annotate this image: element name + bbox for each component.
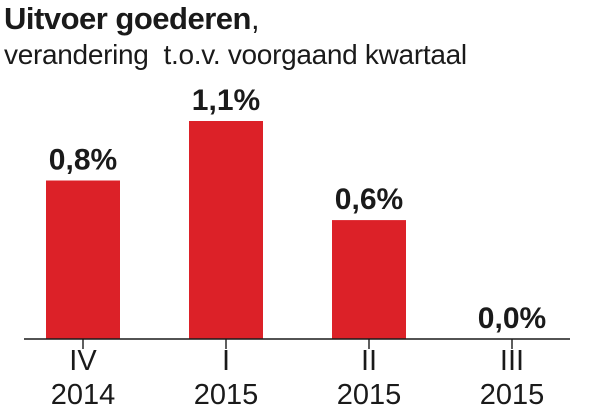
chart-title: Uitvoer goederen, (4, 0, 589, 38)
bar-value-label: 0,6% (335, 183, 403, 216)
bar (332, 220, 406, 339)
chart-title-suffix: , (250, 1, 260, 36)
bar (189, 121, 263, 339)
bar-value-label: 0,8% (49, 144, 117, 177)
x-axis-tick-label: 2014 (51, 379, 116, 411)
x-axis-tick-label: I (222, 345, 230, 377)
bar-value-label: 0,0% (478, 302, 546, 335)
x-axis-tick-label: 2015 (194, 379, 259, 411)
x-axis-tick-label: II (361, 345, 377, 377)
x-axis-tick-label: III (500, 345, 524, 377)
bar-value-label: 1,1% (192, 84, 260, 117)
bar (46, 180, 120, 339)
x-axis-tick-label: IV (69, 345, 97, 377)
chart-subtitle: verandering t.o.v. voorgaand kwartaal (4, 39, 467, 70)
chart-title-block: Uitvoer goederen, verandering t.o.v. voo… (4, 0, 589, 72)
x-axis-tick-label: 2015 (480, 379, 545, 411)
x-axis-tick-label: 2015 (337, 379, 402, 411)
chart-title-text: Uitvoer goederen (4, 1, 251, 36)
